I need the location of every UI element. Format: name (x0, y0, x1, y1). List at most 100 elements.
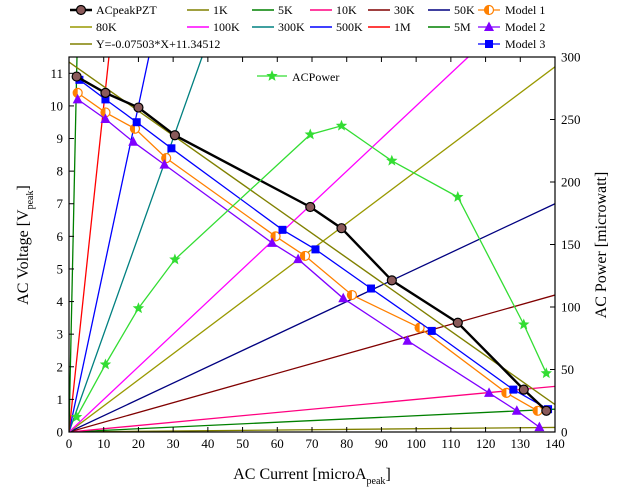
legend-item-1m: 1M (368, 20, 411, 34)
data-point-model-1 (161, 152, 172, 164)
legend: ACpeakPZT 1K 5K 10K 30K 50K 80K 100K 300K 500K 1M 5… (70, 3, 545, 84)
legend-item-100k: 100K (187, 20, 240, 34)
data-point-model-3 (167, 144, 176, 153)
x-tick-label: 50 (236, 436, 249, 451)
legend-item-1k: 1K (187, 3, 228, 17)
data-point-acpower (304, 128, 316, 140)
y2-axis-label: AC Power [microwatt] (593, 172, 610, 319)
legend-label: Model 3 (505, 37, 545, 51)
x-tick-label: 20 (132, 436, 145, 451)
x-tick-label: 40 (201, 436, 214, 451)
x-tick-label: 110 (441, 436, 460, 451)
data-point-model-1 (299, 250, 311, 262)
legend-label: 50K (454, 3, 475, 17)
legend-item-5m: 5M (428, 20, 471, 34)
data-point-acpower (70, 411, 83, 422)
y2-tick-label: 150 (561, 237, 581, 252)
legend-label: 1K (213, 3, 228, 17)
x-tick-label: 70 (306, 436, 319, 451)
fit-line (69, 61, 555, 406)
x-tick-label: 80 (340, 436, 353, 451)
x-tick-label: 30 (167, 436, 180, 451)
legend-item-model-3: Model 3 (478, 37, 545, 51)
legend-label: 5K (278, 3, 293, 17)
legend-item-10k: 10K (310, 3, 357, 17)
x-axis-label: AC Current [microApeak] (233, 466, 391, 487)
y2-tick-label: 200 (561, 175, 581, 190)
legend-label: ACpeakPZT (96, 3, 157, 17)
legend-item-500k: 500K (310, 20, 363, 34)
data-point-model-3 (427, 326, 436, 335)
legend-item-80k: 80K (70, 20, 117, 34)
y2-tick-label: 100 (561, 300, 581, 315)
data-point-model-2 (72, 93, 83, 104)
legend-label: 300K (278, 20, 305, 34)
fit-line-path (69, 61, 555, 406)
legend-item-30k: 30K (368, 3, 415, 17)
data-point-acpeakpzt (100, 87, 111, 98)
data-point-acpeakpzt (386, 275, 397, 286)
data-point-acpower (540, 367, 552, 379)
y-tick-label: 3 (57, 327, 64, 342)
data-point-model-3 (311, 245, 320, 254)
data-point-acpower (169, 253, 181, 265)
data-point-model-2 (293, 253, 304, 264)
legend-label: ACPower (292, 70, 339, 84)
series-line-acpeakpzt (76, 75, 548, 412)
data-point-acpower (518, 318, 530, 330)
x-tick-label: 0 (66, 436, 73, 451)
data-point-model-3 (509, 385, 518, 394)
data-point-model-3 (132, 118, 141, 127)
data-series (70, 71, 553, 432)
load-line-50k (69, 203, 555, 432)
data-point-model-2 (100, 113, 111, 123)
legend-item-acpeakpzt: ACpeakPZT (70, 3, 157, 17)
data-point-model-1 (532, 405, 543, 416)
series-line-model-1 (77, 92, 538, 412)
data-point-model-3 (101, 95, 110, 104)
legend-label: Y=-0.07503*X+11.34512 (96, 37, 220, 51)
data-point-acpower (335, 119, 348, 131)
legend-item-300k: 300K (252, 20, 305, 34)
data-point-acpeakpzt (541, 405, 552, 416)
data-point-model-2 (534, 421, 545, 432)
data-point-acpeakpzt (518, 384, 529, 395)
x-tick-label: 100 (406, 436, 426, 451)
y-tick-label: 11 (50, 66, 63, 81)
data-point-model-2 (402, 335, 413, 345)
y2-tick-label: 50 (561, 362, 574, 377)
data-point-acpower (132, 302, 145, 314)
load-line-300k (69, 57, 203, 432)
data-point-model-1 (129, 123, 141, 134)
legend-item-50k: 50K (428, 3, 475, 17)
y-tick-label: 6 (57, 229, 64, 244)
y-tick-label: 8 (57, 164, 64, 179)
data-point-acpower (452, 191, 464, 202)
y-tick-label: 1 (57, 392, 64, 407)
data-point-model-3 (367, 284, 376, 293)
x-tick-label: 130 (511, 436, 531, 451)
x-tick-label: 90 (375, 436, 388, 451)
legend-item-model-2: Model 2 (478, 20, 545, 34)
legend-item-acpower: ACPower (257, 70, 339, 84)
data-point-model-2 (159, 159, 170, 169)
data-point-model-3 (278, 225, 287, 234)
load-line-1m (69, 57, 110, 432)
legend-label: 80K (96, 20, 117, 34)
data-point-acpower (99, 358, 112, 370)
series-line-model-3 (79, 79, 549, 410)
y-tick-label: 9 (57, 131, 64, 146)
data-point-model-2 (267, 237, 278, 247)
x-tick-label: 10 (97, 436, 110, 451)
legend-label: Model 2 (505, 20, 545, 34)
legend-label: 500K (336, 20, 363, 34)
data-point-acpeakpzt (169, 130, 180, 141)
y-axis-label: AC Voltage [Vpeak] (15, 185, 36, 305)
legend-label: 1M (394, 20, 411, 34)
data-point-acpeakpzt (71, 71, 82, 82)
y-tick-label: 7 (57, 196, 64, 211)
data-point-acpeakpzt (452, 317, 463, 328)
y-tick-label: 0 (57, 425, 64, 440)
legend-label: 100K (213, 20, 240, 34)
